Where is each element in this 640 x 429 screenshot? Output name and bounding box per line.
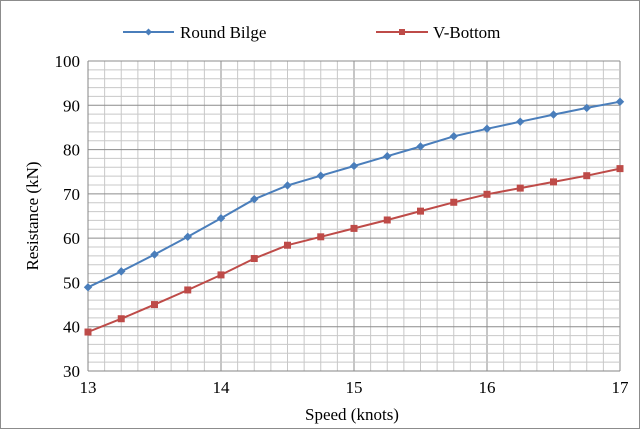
data-point-round-bilge bbox=[416, 142, 425, 151]
y-tick-label: 90 bbox=[63, 96, 80, 115]
x-tick-label: 15 bbox=[346, 378, 363, 397]
y-tick-label: 80 bbox=[63, 141, 80, 160]
data-point-v-bottom bbox=[550, 178, 557, 186]
x-axis-title: Speed (knots) bbox=[305, 405, 399, 424]
axes: 30 40 50 60 70 80 90 100 13 14 15 16 17 bbox=[55, 52, 630, 397]
data-point-round-bilge bbox=[83, 283, 93, 292]
data-point-round-bilge bbox=[183, 232, 192, 242]
legend-item-round-bilge: Round Bilge bbox=[123, 23, 266, 42]
data-point-v-bottom bbox=[250, 255, 258, 263]
legend: Round Bilge V-Bottom bbox=[123, 23, 500, 42]
x-tick-label: 14 bbox=[213, 378, 231, 397]
data-point-v-bottom bbox=[184, 286, 192, 294]
data-point-v-bottom bbox=[616, 165, 624, 173]
legend-item-v-bottom: V-Bottom bbox=[376, 23, 500, 42]
data-point-v-bottom bbox=[217, 271, 225, 279]
data-point-v-bottom bbox=[284, 241, 291, 249]
data-point-round-bilge bbox=[250, 194, 259, 204]
data-point-v-bottom bbox=[516, 184, 524, 192]
legend-label-v-bottom: V-Bottom bbox=[433, 23, 500, 42]
data-point-round-bilge bbox=[615, 97, 625, 106]
data-point-v-bottom bbox=[117, 315, 125, 323]
data-point-v-bottom bbox=[317, 233, 325, 241]
data-point-round-bilge bbox=[117, 267, 126, 276]
legend-marker-v-bottom bbox=[399, 29, 405, 35]
y-tick-label: 100 bbox=[55, 52, 81, 71]
legend-label-round-bilge: Round Bilge bbox=[180, 23, 266, 42]
x-tick-label: 17 bbox=[612, 378, 630, 397]
x-tick-label: 16 bbox=[479, 378, 496, 397]
series-round-bilge bbox=[83, 97, 625, 292]
data-point-v-bottom bbox=[350, 224, 358, 232]
data-point-v-bottom bbox=[383, 216, 391, 224]
data-point-round-bilge bbox=[316, 171, 325, 180]
y-tick-label: 50 bbox=[63, 273, 80, 292]
data-point-v-bottom bbox=[84, 328, 92, 336]
data-point-v-bottom bbox=[450, 198, 458, 206]
data-point-v-bottom bbox=[151, 301, 158, 309]
data-point-round-bilge bbox=[449, 132, 458, 141]
data-point-round-bilge bbox=[516, 117, 525, 126]
series-group bbox=[83, 97, 625, 336]
data-point-round-bilge bbox=[482, 124, 492, 133]
data-point-round-bilge bbox=[349, 161, 359, 171]
series-v-bottom bbox=[84, 165, 624, 336]
data-point-round-bilge bbox=[216, 214, 226, 223]
y-tick-label: 30 bbox=[63, 362, 80, 381]
y-tick-label: 60 bbox=[63, 229, 80, 248]
x-tick-label: 13 bbox=[80, 378, 97, 397]
data-point-v-bottom bbox=[417, 207, 424, 215]
y-tick-label: 70 bbox=[63, 185, 80, 204]
legend-marker-round-bilge bbox=[145, 28, 152, 36]
data-point-v-bottom bbox=[483, 190, 491, 198]
data-point-v-bottom bbox=[583, 172, 591, 180]
gridlines bbox=[87, 60, 621, 372]
y-tick-label: 40 bbox=[63, 318, 80, 337]
y-axis-title: Resistance (kN) bbox=[23, 161, 42, 270]
data-point-round-bilge bbox=[283, 181, 292, 190]
data-point-round-bilge bbox=[383, 152, 392, 161]
data-point-round-bilge bbox=[549, 110, 558, 119]
data-point-round-bilge bbox=[150, 250, 159, 259]
data-point-round-bilge bbox=[582, 103, 591, 113]
